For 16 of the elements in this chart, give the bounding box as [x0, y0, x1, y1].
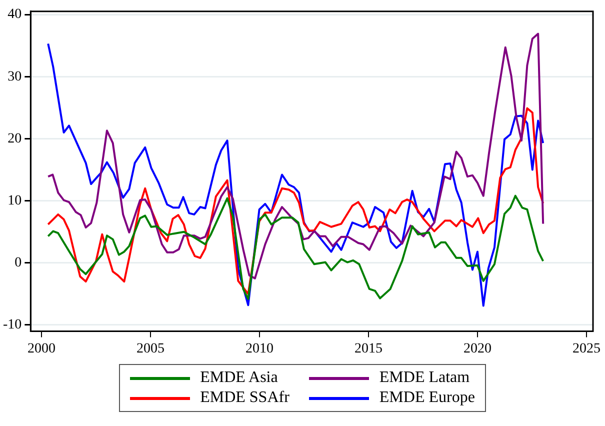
legend-label: EMDE Latam	[379, 369, 470, 387]
x-tick-label: 2015	[354, 341, 382, 356]
y-tick-label: 40	[8, 7, 22, 22]
y-tick-label: 0	[14, 256, 22, 271]
x-tick-label: 2025	[572, 341, 600, 356]
legend-label: EMDE SSAfr	[200, 389, 290, 407]
y-tick-label: -10	[2, 318, 22, 333]
legend-label: EMDE Asia	[200, 369, 278, 387]
x-tick-label: 2010	[246, 341, 274, 356]
x-tick-label: 2005	[136, 341, 165, 356]
x-tick-label: 2020	[463, 341, 492, 356]
x-tick-label: 2000	[28, 341, 56, 356]
y-tick-label: 10	[8, 193, 22, 208]
y-tick-label: 30	[8, 69, 22, 84]
y-tick-label: 20	[8, 131, 22, 146]
legend-label: EMDE Europe	[379, 389, 475, 407]
